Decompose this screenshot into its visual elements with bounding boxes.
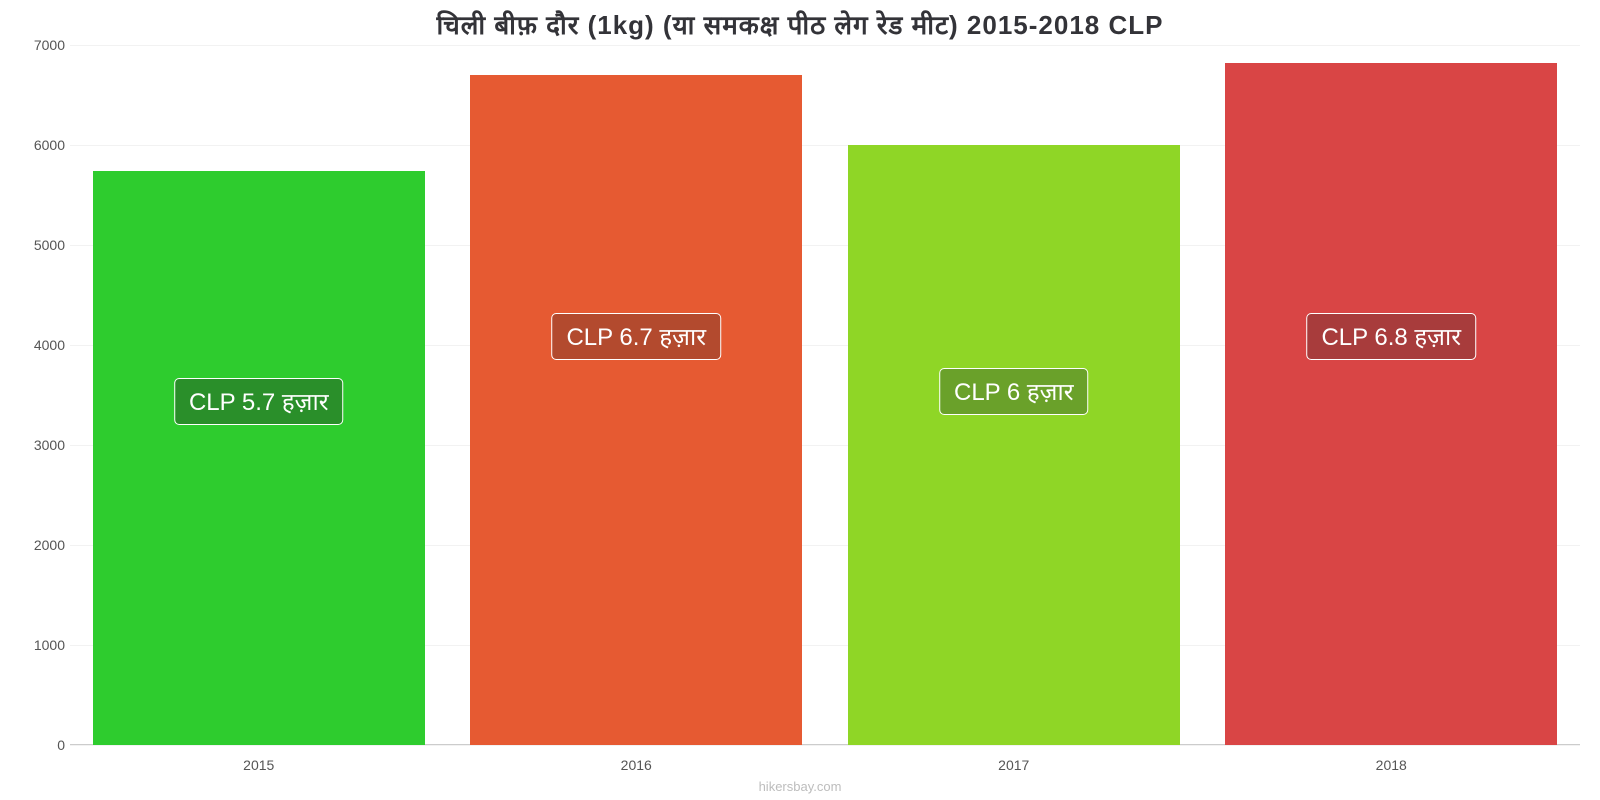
y-tick-label: 3000 (20, 437, 65, 453)
y-tick-label: 0 (20, 737, 65, 753)
plot-area: 01000200030004000500060007000 CLP 5.7 हज… (70, 45, 1580, 745)
y-tick-label: 4000 (20, 337, 65, 353)
bar-slot: CLP 6.8 हज़ार2018 (1203, 45, 1581, 745)
bar-slot: CLP 6.7 हज़ार2016 (448, 45, 826, 745)
y-tick-label: 5000 (20, 237, 65, 253)
value-badge: CLP 5.7 हज़ार (174, 378, 344, 425)
value-badge: CLP 6.8 हज़ार (1306, 313, 1476, 360)
bar: CLP 6 हज़ार (848, 145, 1180, 745)
chart-title: चिली बीफ़ दौर (1kg) (या समकक्ष पीठ लेग र… (0, 0, 1600, 50)
x-tick-label: 2015 (70, 757, 448, 773)
attribution-text: hikersbay.com (0, 779, 1600, 794)
x-tick-label: 2017 (825, 757, 1203, 773)
x-tick-label: 2018 (1203, 757, 1581, 773)
y-tick-label: 1000 (20, 637, 65, 653)
bar: CLP 5.7 हज़ार (93, 171, 425, 745)
bar-slot: CLP 5.7 हज़ार2015 (70, 45, 448, 745)
gridline (70, 745, 1580, 746)
y-tick-label: 2000 (20, 537, 65, 553)
bars-layer: CLP 5.7 हज़ार2015CLP 6.7 हज़ार2016CLP 6 … (70, 45, 1580, 745)
value-badge: CLP 6.7 हज़ार (551, 313, 721, 360)
x-tick-label: 2016 (448, 757, 826, 773)
y-tick-label: 7000 (20, 37, 65, 53)
bar: CLP 6.7 हज़ार (470, 75, 802, 745)
value-badge: CLP 6 हज़ार (939, 368, 1089, 415)
bar-slot: CLP 6 हज़ार2017 (825, 45, 1203, 745)
bar: CLP 6.8 हज़ार (1225, 63, 1557, 745)
y-tick-label: 6000 (20, 137, 65, 153)
chart-container: चिली बीफ़ दौर (1kg) (या समकक्ष पीठ लेग र… (0, 0, 1600, 800)
